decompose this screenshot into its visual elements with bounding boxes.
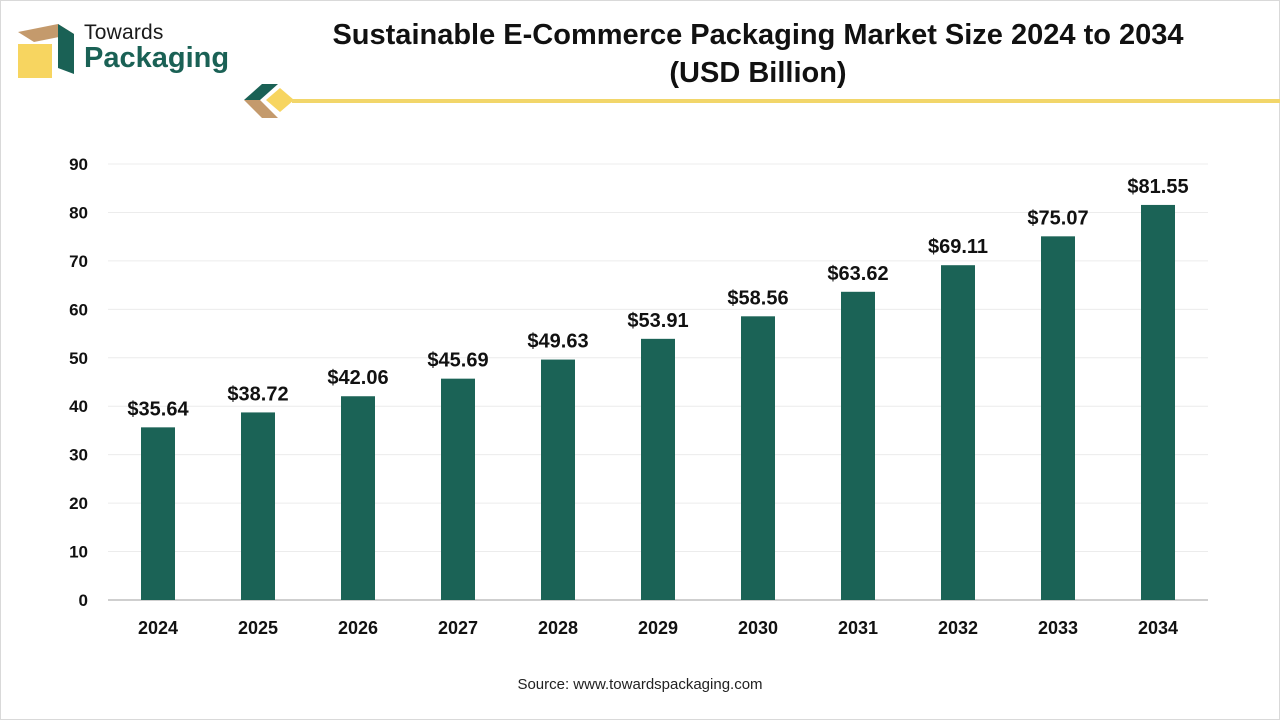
data-label: $58.56 bbox=[727, 287, 788, 309]
header-divider bbox=[244, 84, 1280, 118]
bar bbox=[641, 338, 675, 600]
data-label: $63.62 bbox=[827, 263, 888, 285]
y-tick-label: 40 bbox=[69, 397, 88, 416]
y-tick-label: 20 bbox=[69, 494, 88, 513]
data-label: $49.63 bbox=[527, 331, 588, 353]
x-tick-label: 2031 bbox=[838, 618, 878, 638]
x-tick-label: 2034 bbox=[1138, 618, 1178, 638]
x-tick-label: 2028 bbox=[538, 618, 578, 638]
data-label: $53.91 bbox=[627, 310, 688, 332]
bar bbox=[941, 265, 975, 600]
divider-diamond-tan bbox=[244, 100, 278, 118]
bar bbox=[441, 378, 475, 600]
data-label: $45.69 bbox=[427, 350, 488, 372]
bar bbox=[1041, 236, 1075, 600]
brand-line1: Towards bbox=[84, 21, 164, 44]
title-line1: Sustainable E-Commerce Packaging Market … bbox=[332, 19, 1184, 51]
y-tick-label: 60 bbox=[69, 300, 88, 319]
y-tick-label: 0 bbox=[79, 591, 88, 610]
divider-line bbox=[292, 99, 1280, 103]
y-tick-label: 10 bbox=[69, 543, 88, 562]
data-label: $81.55 bbox=[1127, 176, 1188, 198]
bar bbox=[141, 427, 175, 600]
x-tick-label: 2030 bbox=[738, 618, 778, 638]
data-label: $35.64 bbox=[127, 398, 189, 420]
bar bbox=[341, 396, 375, 600]
brand-line2: Packaging bbox=[84, 42, 230, 74]
divider-diamond-dark bbox=[244, 84, 278, 100]
bar bbox=[1141, 204, 1175, 601]
x-tick-label: 2027 bbox=[438, 618, 478, 638]
data-label: $69.11 bbox=[928, 236, 988, 258]
y-tick-label: 90 bbox=[69, 155, 88, 174]
brand-name: Towards Packaging bbox=[84, 22, 229, 73]
y-tick-label: 30 bbox=[69, 446, 88, 465]
y-tick-label: 70 bbox=[69, 252, 88, 271]
x-tick-label: 2026 bbox=[338, 618, 378, 638]
bar bbox=[241, 412, 275, 600]
data-label: $75.07 bbox=[1027, 207, 1088, 229]
x-tick-label: 2033 bbox=[1038, 618, 1078, 638]
divider-diamond-yellow bbox=[266, 88, 294, 112]
bar bbox=[541, 359, 575, 600]
data-label: $38.72 bbox=[227, 383, 288, 405]
x-tick-label: 2032 bbox=[938, 618, 978, 638]
title-line2: (USD Billion) bbox=[669, 57, 847, 89]
towards-packaging-logo-icon bbox=[18, 24, 74, 78]
x-tick-label: 2024 bbox=[138, 618, 178, 638]
bar bbox=[841, 291, 875, 600]
chart-title: Sustainable E-Commerce Packaging Market … bbox=[300, 16, 1216, 92]
data-label: $42.06 bbox=[327, 367, 388, 389]
x-tick-label: 2029 bbox=[638, 618, 678, 638]
x-tick-label: 2025 bbox=[238, 618, 278, 638]
y-tick-label: 50 bbox=[69, 349, 88, 368]
bar bbox=[741, 316, 775, 600]
source-note: Source: www.towardspackaging.com bbox=[517, 676, 763, 693]
y-tick-label: 80 bbox=[69, 203, 88, 222]
